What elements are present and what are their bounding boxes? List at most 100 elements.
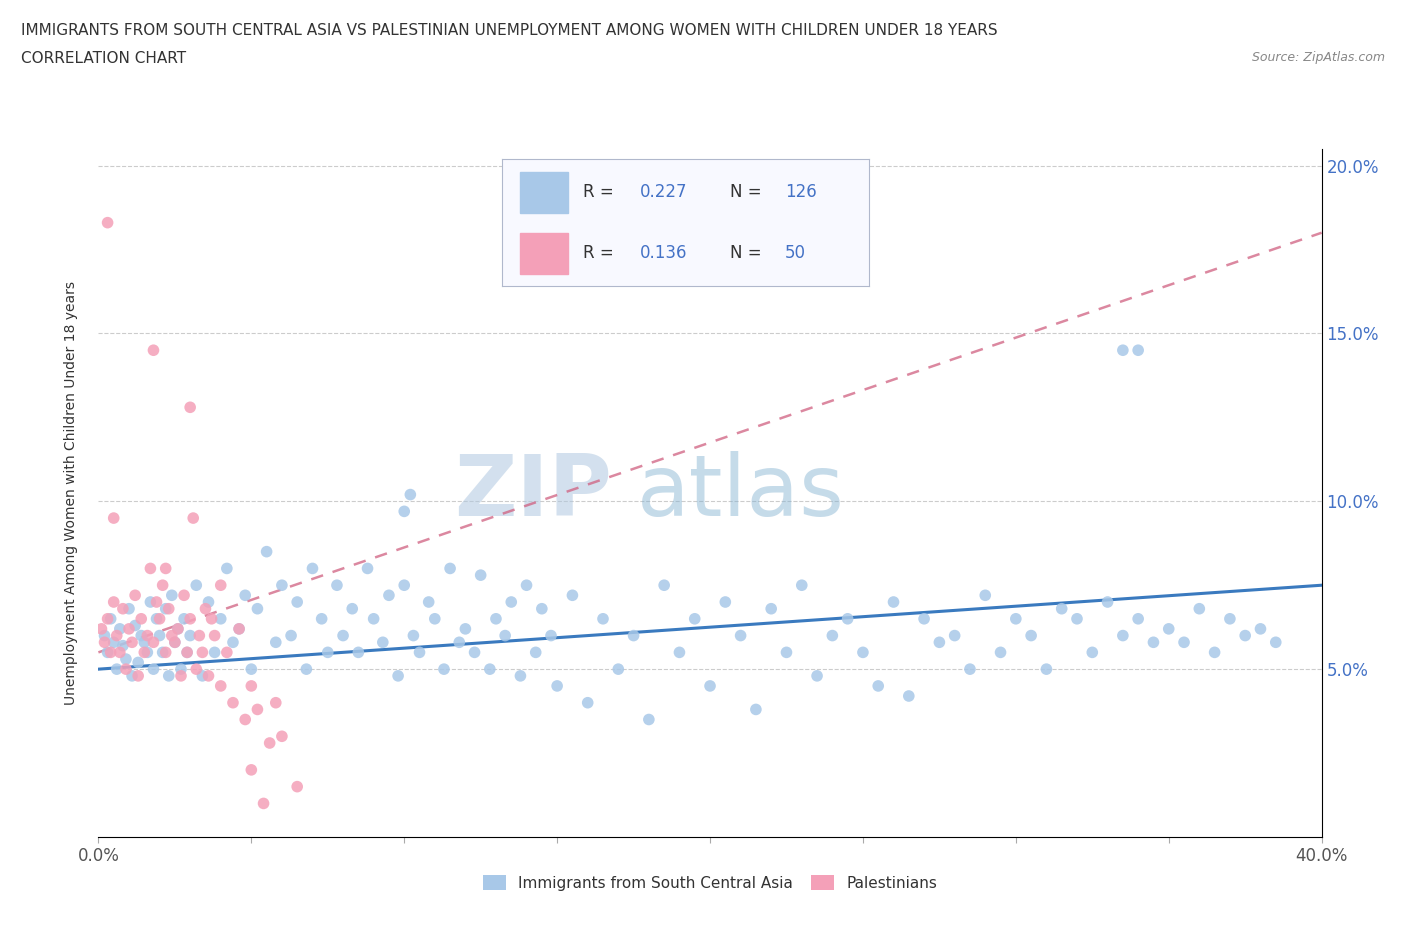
Point [837,611,859,626]
Point [209,578,232,592]
Point [100,644,122,659]
Point [160,588,183,603]
Point [485,611,508,626]
Point [186,578,208,592]
Point [592,611,614,626]
Point [470,567,492,582]
Point [124,588,146,603]
Point [186,662,208,677]
Point [197,594,219,609]
Text: IMMIGRANTS FROM SOUTH CENTRAL ASIA VS PALESTINIAN UNEMPLOYMENT AMONG WOMEN WITH : IMMIGRANTS FROM SOUTH CENTRAL ASIA VS PA… [21,23,998,38]
Point [280,628,302,643]
Point [233,588,256,603]
Point [270,578,292,592]
Point [990,644,1012,659]
Point [252,796,274,811]
Point [418,594,440,609]
Point [371,635,394,650]
Point [332,628,354,643]
Point [264,696,287,711]
Point [188,628,211,643]
Point [607,662,630,677]
Point [209,611,232,626]
Point [883,594,905,609]
Point [959,662,981,677]
Point [423,611,446,626]
Point [115,652,138,667]
Point [256,544,278,559]
Point [134,644,156,659]
Point [1234,628,1257,643]
Point [233,712,256,727]
Point [136,628,159,643]
Point [1204,644,1226,659]
Point [209,679,232,694]
Point [157,669,180,684]
Point [157,602,180,617]
Point [90,621,112,636]
Point [173,611,195,626]
Point [160,628,183,643]
Point [163,635,186,650]
Point [111,638,134,653]
Text: CORRELATION CHART: CORRELATION CHART [21,51,186,66]
Point [1019,628,1042,643]
Point [167,621,190,636]
Point [730,628,752,643]
Point [134,635,156,650]
Point [259,736,281,751]
Point [121,635,143,650]
Point [204,644,226,659]
Point [103,594,125,609]
Point [576,696,599,711]
Point [1188,602,1211,617]
Point [342,602,364,617]
Point [155,602,177,617]
Point [402,628,425,643]
Point [170,669,193,684]
Point [97,611,120,626]
Point [912,611,935,626]
Point [1128,343,1150,358]
Point [285,779,308,794]
Point [928,635,950,650]
Point [449,635,471,650]
Point [191,669,214,684]
Point [316,644,339,659]
Point [392,504,416,519]
Point [852,644,875,659]
Point [821,628,844,643]
Point [179,611,201,626]
Point [943,628,966,643]
Point [530,602,553,617]
Point [1097,594,1119,609]
Point [464,644,486,659]
Point [105,628,128,643]
Point [683,611,706,626]
Point [240,662,263,677]
Point [191,644,214,659]
Point [1142,635,1164,650]
Point [163,635,186,650]
Point [142,343,165,358]
Point [97,644,120,659]
Point [759,602,782,617]
Point [240,763,263,777]
Point [363,611,385,626]
Point [1050,602,1073,617]
Point [215,561,238,576]
Point [179,628,201,643]
Point [295,662,318,677]
Point [1219,611,1241,626]
Point [501,594,523,609]
Point [127,655,149,670]
Point [439,561,461,576]
Point [264,635,287,650]
Point [152,578,174,592]
Point [222,696,245,711]
Point [246,602,269,617]
Point [121,669,143,684]
Point [100,611,122,626]
Point [93,635,115,650]
Point [516,578,538,592]
